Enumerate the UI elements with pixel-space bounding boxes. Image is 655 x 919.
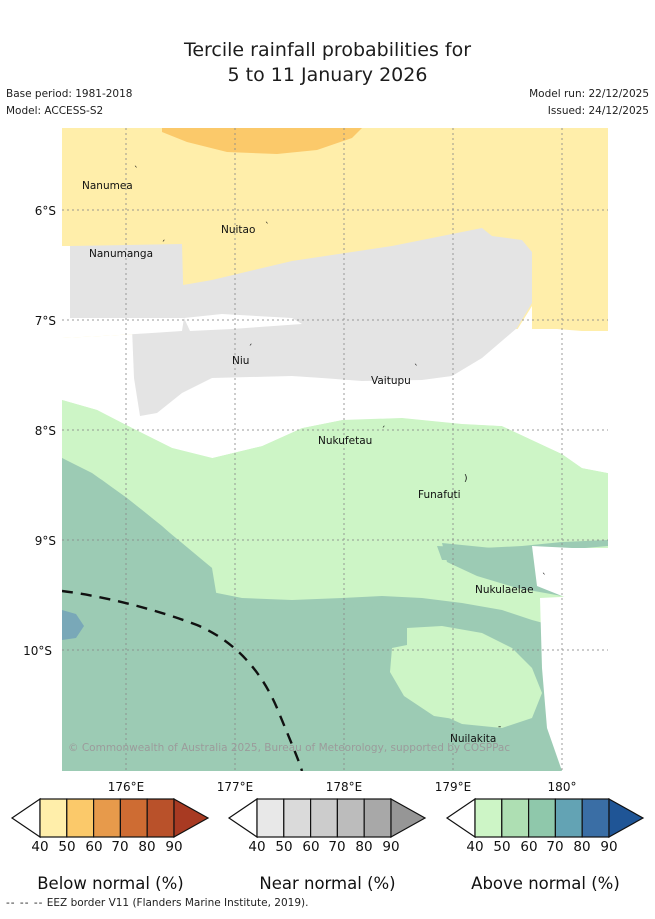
place-label-nanumanga: Nanumanga [89,248,154,260]
legend-tick-60: 60 [85,839,103,855]
eez-footnote-text: EEZ border V11 (Flanders Marine Institut… [46,897,309,909]
eez-border-line [62,589,304,771]
colorbar-below-normal [8,797,213,839]
legend-tick-80: 80 [355,839,373,855]
place-label-funafuti: Funafuti [418,489,461,501]
island-marker-funafuti: ) [464,474,468,484]
eez-footnote: -- -- -- EEZ border V11 (Flanders Marine… [6,897,308,909]
legend-tick-60: 60 [520,839,538,855]
legend-tick-40: 40 [31,839,49,855]
legend-tick-70: 70 [111,839,129,855]
x-tick-177E: 177°E [216,780,254,794]
legend-tick-90: 90 [600,839,618,855]
legend-tick-50: 50 [275,839,293,855]
island-marker-niu: ´ [248,344,253,354]
no-signal-region [62,246,608,771]
legend-tick-60: 60 [302,839,320,855]
model-label: Model: ACCESS-S2 [6,105,104,117]
legend-tick-90: 90 [165,839,183,855]
legend-tick-50: 50 [493,839,511,855]
legend-caption-near-normal: Near normal (%) [259,874,396,893]
y-tick-9S: 9°S [34,534,56,548]
legend-ticks-below-normal: 40 50 60 70 80 90 [8,839,213,856]
x-tick-176E: 176°E [107,780,145,794]
colorbar-above-normal [443,797,648,839]
title-line-2: 5 to 11 January 2026 [227,64,428,86]
legend-tick-40: 40 [466,839,484,855]
legend-tick-70: 70 [546,839,564,855]
place-label-nuilakita: Nuilakita [450,733,497,745]
legend-tick-80: 80 [138,839,156,855]
place-label-nukufetau: Nukufetau [318,435,373,447]
legend-tick-40: 40 [248,839,266,855]
page-title: Tercile rainfall probabilities for 5 to … [0,38,655,88]
tercile-probability-map [62,128,608,771]
metadata-left: Base period: 1981-2018 Model: ACCESS-S2 [6,86,132,120]
legend-above-normal: 40 50 60 70 80 90 Above normal (%) [443,797,648,893]
island-marker-nuitao: ` [265,222,270,232]
legend-tick-70: 70 [328,839,346,855]
y-tick-10S: 10°S [23,644,52,658]
copyright-notice: © Commonwealth of Australia 2025, Bureau… [68,742,511,754]
island-marker-nukufetau: ´ [381,426,386,436]
legend-tick-80: 80 [573,839,591,855]
island-marker-nanumanga: ´ [161,240,166,250]
place-label-nukulaelae: Nukulaelae [475,584,534,596]
legend-ticks-near-normal: 40 50 60 70 80 90 [225,839,430,856]
issued-label: Issued: 24/12/2025 [547,105,649,117]
metadata-right: Model run: 22/12/2025 Issued: 24/12/2025 [529,86,649,120]
legend-near-normal: 40 50 60 70 80 90 Near normal (%) [225,797,430,893]
x-tick-179E: 179°E [434,780,472,794]
base-period-label: Base period: 1981-2018 [6,88,133,100]
y-tick-6S: 6°S [34,204,56,218]
island-marker-nuilakita: - [498,722,502,732]
place-label-vaitupu: Vaitupu [371,375,411,387]
legend-caption-above-normal: Above normal (%) [471,874,620,893]
x-tick-180: 180° [547,780,577,794]
legend-below-normal: 40 50 60 70 80 90 Below normal (%) [8,797,213,893]
title-line-1: Tercile rainfall probabilities for [183,39,472,61]
place-label-nanumea: Nanumea [82,180,133,192]
legend-ticks-above-normal: 40 50 60 70 80 90 [443,839,648,856]
eez-dash-sample: -- -- -- [6,897,44,909]
model-run-label: Model run: 22/12/2025 [529,88,649,100]
place-label-nuitao: Nuitao [221,224,256,236]
map-gridlines [62,128,608,771]
y-tick-7S: 7°S [34,314,56,328]
island-marker-vaitupu: ` [414,364,419,374]
legend-tick-50: 50 [58,839,76,855]
x-tick-178E: 178°E [325,780,363,794]
y-tick-8S: 8°S [34,424,56,438]
colorbar-near-normal [225,797,430,839]
legend-tick-90: 90 [382,839,400,855]
legend-caption-below-normal: Below normal (%) [37,874,184,893]
island-marker-nanumea: ` [134,166,139,176]
map-canvas [62,128,608,771]
island-marker-nukulaelae: ` [542,573,547,583]
place-label-niu: Niu [232,355,250,367]
